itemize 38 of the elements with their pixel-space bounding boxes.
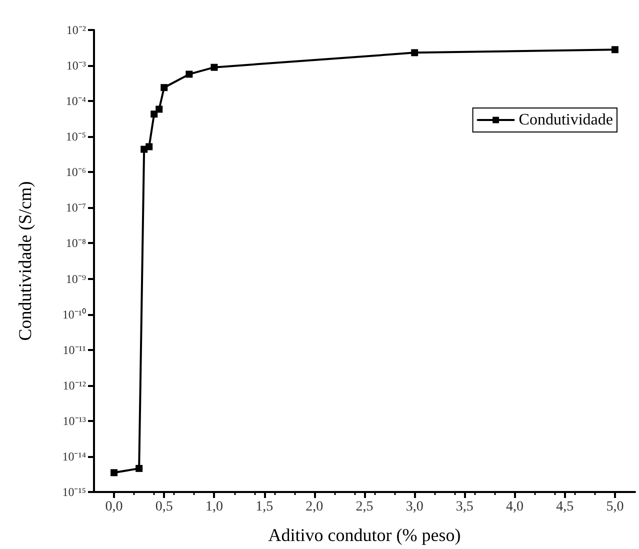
x-tick-label: 0,0 bbox=[105, 500, 123, 514]
point bbox=[150, 110, 158, 118]
x-tick-label: 4,0 bbox=[506, 500, 524, 514]
x-tick-label: 2,5 bbox=[356, 500, 374, 514]
y-tick-label: 10⁻⁹ bbox=[66, 272, 86, 286]
point bbox=[411, 49, 418, 56]
y-tick-label: 10⁻⁸ bbox=[66, 236, 86, 250]
y-tick-label: 10⁻¹⁵ bbox=[62, 485, 86, 499]
x-tick-label: 3,0 bbox=[406, 500, 424, 514]
y-tick-label: 10⁻¹¹ bbox=[62, 342, 86, 357]
legend-label: Condutividade bbox=[518, 112, 614, 128]
y-axis-title: Condutividade (S/cm) bbox=[15, 181, 35, 341]
y-tick-label: 10⁻⁵ bbox=[66, 130, 86, 144]
point bbox=[136, 464, 143, 472]
x-tick-label: 3,5 bbox=[456, 500, 474, 514]
x-tick-label: 5,0 bbox=[606, 500, 624, 514]
y-tick-label: 10⁻⁷ bbox=[66, 200, 86, 215]
point bbox=[110, 469, 118, 476]
y-tick-label: 10⁻¹⁴ bbox=[62, 449, 86, 464]
y-tick-label: 10⁻⁶ bbox=[66, 165, 86, 180]
x-tick-label: 4,5 bbox=[556, 500, 574, 514]
point bbox=[611, 46, 618, 54]
point bbox=[156, 106, 163, 113]
x-axis-title: Aditivo condutor (% peso) bbox=[268, 525, 461, 545]
y-tick-label: 10⁻⁴ bbox=[66, 94, 86, 108]
point bbox=[146, 143, 153, 150]
point bbox=[210, 64, 218, 71]
x-tick-label: 2,0 bbox=[306, 500, 324, 514]
y-tick-label: 10⁻³ bbox=[66, 58, 86, 73]
y-tick-label: 10⁻¹⁰ bbox=[62, 307, 86, 322]
x-tick-label: 1,5 bbox=[256, 500, 274, 514]
y-tick-label: 10⁻¹³ bbox=[62, 414, 86, 428]
x-tick-label: 1,0 bbox=[205, 500, 223, 514]
point bbox=[186, 70, 193, 78]
x-tick-label: 0,5 bbox=[155, 500, 173, 514]
y-tick-label: 10⁻² bbox=[66, 23, 86, 37]
y-tick-label: 10⁻¹² bbox=[62, 378, 86, 392]
point bbox=[160, 84, 168, 92]
